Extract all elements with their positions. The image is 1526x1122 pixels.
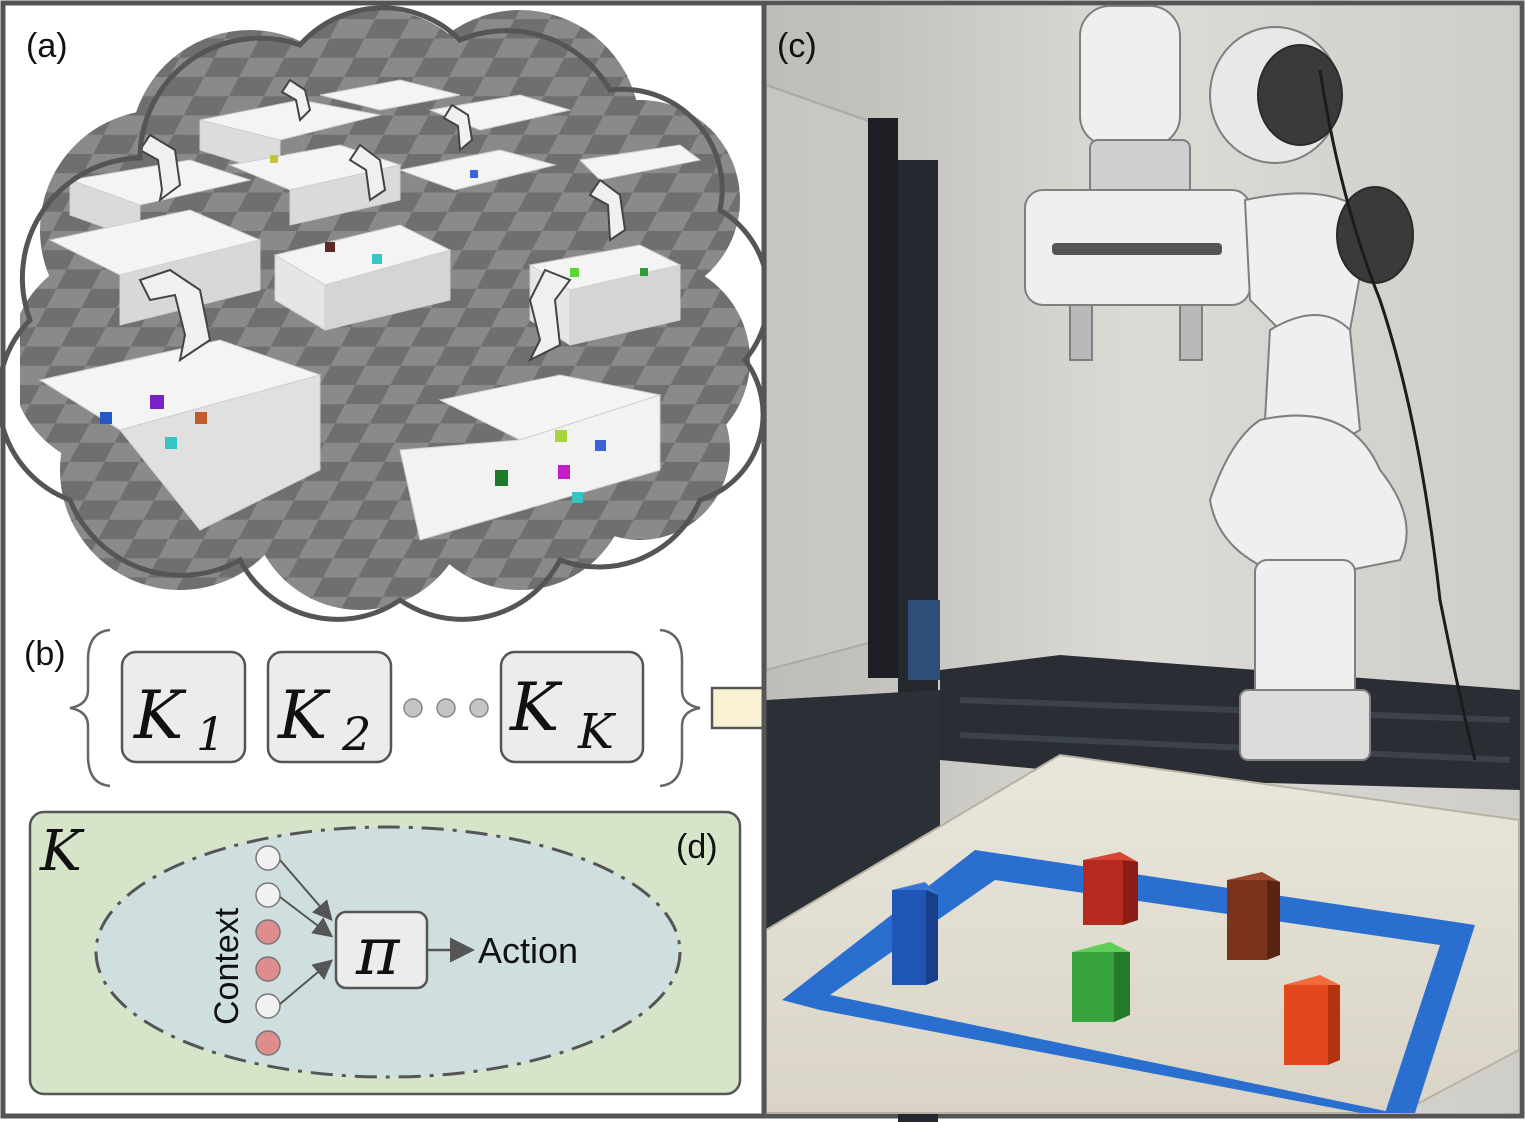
ellipsis-dot — [436, 698, 456, 718]
policy-symbol: π — [355, 913, 401, 990]
cube-green — [1072, 942, 1130, 1022]
panel-a: (a) — [0, 5, 771, 622]
model-box-2: K 2 — [266, 650, 393, 764]
context-node-active — [255, 919, 281, 945]
model-k-subscript: K — [577, 704, 617, 760]
simulation-scene — [20, 10, 750, 610]
cube-orange — [1284, 975, 1340, 1065]
context-node-active — [255, 1030, 281, 1056]
ellipsis-dot — [403, 698, 423, 718]
cube-red — [1083, 852, 1138, 925]
robot-arm — [1024, 5, 1414, 761]
cube-blue — [892, 882, 938, 985]
panel-c-label: (c) — [777, 27, 817, 65]
panel-c: (c) — [765, 5, 1520, 1122]
left-brace — [69, 628, 111, 788]
panel-d: K (d) Context π Action — [28, 810, 742, 1096]
model-2-symbol: K — [277, 677, 331, 754]
robot-cable — [1318, 69, 1477, 761]
policy-box — [334, 910, 429, 990]
model-1-symbol: K — [133, 677, 187, 754]
model-2-subscript: 2 — [341, 707, 371, 761]
panel-a-label: (a) — [26, 27, 68, 65]
model-box-1: K 1 — [120, 650, 247, 764]
context-node-active — [255, 956, 281, 982]
frame-bracket — [908, 600, 940, 680]
context-node — [255, 845, 281, 871]
action-label: Action — [478, 930, 578, 971]
frame-post — [868, 118, 898, 678]
context-label: Context — [208, 907, 246, 1025]
cube-brown — [1227, 872, 1280, 960]
context-node — [255, 993, 281, 1019]
ellipsis-dots — [403, 698, 489, 718]
panel-d-k-symbol: K — [39, 819, 85, 884]
model-box-k: K K — [499, 650, 645, 764]
blue-tape-boundary — [782, 850, 1475, 1113]
ellipsis-dot — [469, 698, 489, 718]
context-node — [255, 882, 281, 908]
panel-b: (b) K 1 K 2 K K — [24, 628, 842, 788]
right-brace — [659, 628, 701, 788]
model-1-subscript: 1 — [196, 707, 225, 761]
panel-b-label: (b) — [24, 635, 66, 673]
cloud-outline — [0, 5, 771, 622]
model-k-symbol: K — [509, 669, 563, 746]
context-arrows — [279, 859, 334, 1005]
panel-d-label: (d) — [676, 828, 718, 866]
context-nodes — [255, 845, 281, 1056]
